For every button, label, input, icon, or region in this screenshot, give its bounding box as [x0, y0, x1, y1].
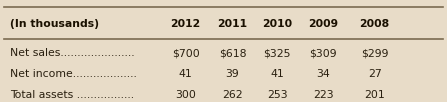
Text: 2009: 2009: [308, 19, 338, 29]
Text: 2008: 2008: [359, 19, 390, 29]
Text: $618: $618: [219, 48, 246, 58]
Text: $299: $299: [361, 48, 388, 58]
Text: 2012: 2012: [170, 19, 201, 29]
Text: Net income...................: Net income...................: [10, 69, 137, 79]
Text: 34: 34: [316, 69, 330, 79]
Text: 2010: 2010: [262, 19, 292, 29]
Text: $700: $700: [172, 48, 199, 58]
Text: 262: 262: [222, 90, 243, 100]
Text: 223: 223: [313, 90, 333, 100]
Text: 39: 39: [226, 69, 239, 79]
Text: (In thousands): (In thousands): [10, 19, 99, 29]
Text: 41: 41: [270, 69, 284, 79]
Text: 27: 27: [368, 69, 381, 79]
Text: 253: 253: [267, 90, 287, 100]
Text: Total assets .................: Total assets .................: [10, 90, 134, 100]
Text: 41: 41: [179, 69, 192, 79]
Text: 300: 300: [175, 90, 196, 100]
Text: Net sales......................: Net sales......................: [10, 48, 135, 58]
Text: $325: $325: [263, 48, 291, 58]
Text: 2011: 2011: [217, 19, 248, 29]
Text: 201: 201: [364, 90, 385, 100]
Text: $309: $309: [309, 48, 337, 58]
